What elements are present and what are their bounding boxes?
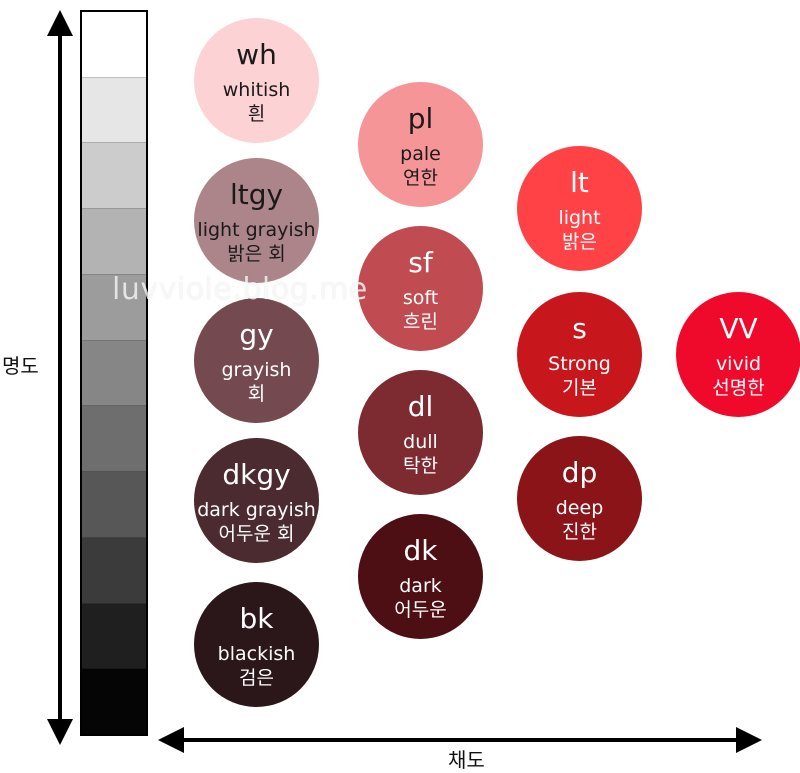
grayscale-swatch [82, 669, 146, 735]
tone-english-name: light [558, 207, 601, 229]
lightness-arrow-up-icon [47, 10, 73, 36]
tone-abbreviation: dp [561, 456, 598, 489]
tone-abbreviation: dkgy [222, 458, 291, 491]
tone-circle-dl: dl dull 탁한 [358, 370, 483, 495]
tone-abbreviation: pl [407, 102, 434, 135]
tone-abbreviation: dk [403, 534, 438, 567]
tone-circle-sf: sf soft 흐린 [358, 226, 483, 351]
tone-circle-dkgy: dkgy dark grayish 어두운 회 [194, 438, 319, 563]
tone-abbreviation: s [572, 312, 587, 345]
grayscale-swatch [82, 274, 146, 341]
tone-abbreviation: gy [239, 318, 274, 351]
tone-circle-dk: dk dark 어두운 [358, 514, 483, 639]
tone-english-name: blackish [217, 643, 296, 665]
grayscale-swatch [82, 537, 146, 604]
grayscale-swatch [82, 209, 146, 275]
tone-english-name: deep [555, 497, 604, 519]
chroma-arrow-left-icon [158, 727, 184, 753]
tone-circle-dp: dp deep 진한 [517, 436, 642, 561]
tone-korean-name: 흐린 [403, 311, 438, 333]
grayscale-swatch [82, 77, 146, 144]
tone-english-name: dark grayish [197, 499, 316, 521]
tone-korean-name: 회 [247, 383, 266, 405]
tone-english-name: grayish [221, 359, 292, 381]
tone-circle-lt: lt light 밝은 [517, 146, 642, 271]
tone-korean-name: 기본 [562, 377, 597, 399]
tone-korean-name: 검은 [239, 667, 274, 689]
lightness-axis-label: 명도 [2, 354, 39, 378]
chroma-arrow-right-icon [736, 727, 762, 753]
tone-circle-ltgy: ltgy light grayish 밝은 회 [194, 158, 319, 283]
grayscale-swatch [82, 340, 146, 407]
tone-abbreviation: VV [719, 312, 758, 345]
tone-korean-name: 어두운 회 [218, 523, 295, 545]
tone-circle-s: s Strong 기본 [517, 292, 642, 417]
tone-korean-name: 진한 [562, 521, 597, 543]
tone-english-name: vivid [715, 353, 762, 375]
tone-circle-wh: wh whitish 흰 [194, 18, 319, 143]
tone-korean-name: 탁한 [403, 455, 438, 477]
grayscale-swatch [82, 12, 146, 78]
tone-korean-name: 연한 [403, 167, 438, 189]
tone-abbreviation: wh [236, 38, 277, 71]
tone-english-name: whitish [222, 79, 291, 101]
tone-circle-gy: gy grayish 회 [194, 298, 319, 423]
tone-english-name: dull [403, 431, 438, 453]
chroma-axis-label: 채도 [448, 748, 485, 772]
tone-korean-name: 흰 [247, 103, 266, 125]
grayscale-bar [80, 10, 148, 736]
lightness-arrow-down-icon [47, 719, 73, 745]
grayscale-swatch [82, 143, 146, 210]
tone-english-name: light grayish [197, 219, 316, 241]
grayscale-swatch [82, 406, 146, 473]
tone-abbreviation: sf [408, 246, 433, 279]
tone-circle-vv: VV vivid 선명한 [676, 292, 800, 417]
tone-abbreviation: ltgy [229, 178, 284, 211]
tone-korean-name: 어두운 [394, 599, 447, 621]
tone-korean-name: 밝은 회 [227, 243, 286, 265]
tone-english-name: soft [402, 287, 439, 309]
tone-circle-bk: bk blackish 검은 [194, 582, 319, 707]
tone-english-name: Strong [548, 353, 611, 375]
tone-korean-name: 밝은 [562, 231, 597, 253]
tone-english-name: pale [400, 143, 441, 165]
tone-abbreviation: lt [570, 166, 589, 199]
tone-abbreviation: bk [239, 602, 274, 635]
tone-abbreviation: dl [407, 390, 434, 423]
grayscale-swatch [82, 472, 146, 538]
tone-korean-name: 선명한 [712, 377, 765, 399]
tone-english-name: dark [399, 575, 442, 597]
tone-circle-pl: pl pale 연한 [358, 82, 483, 207]
grayscale-swatch [82, 603, 146, 670]
